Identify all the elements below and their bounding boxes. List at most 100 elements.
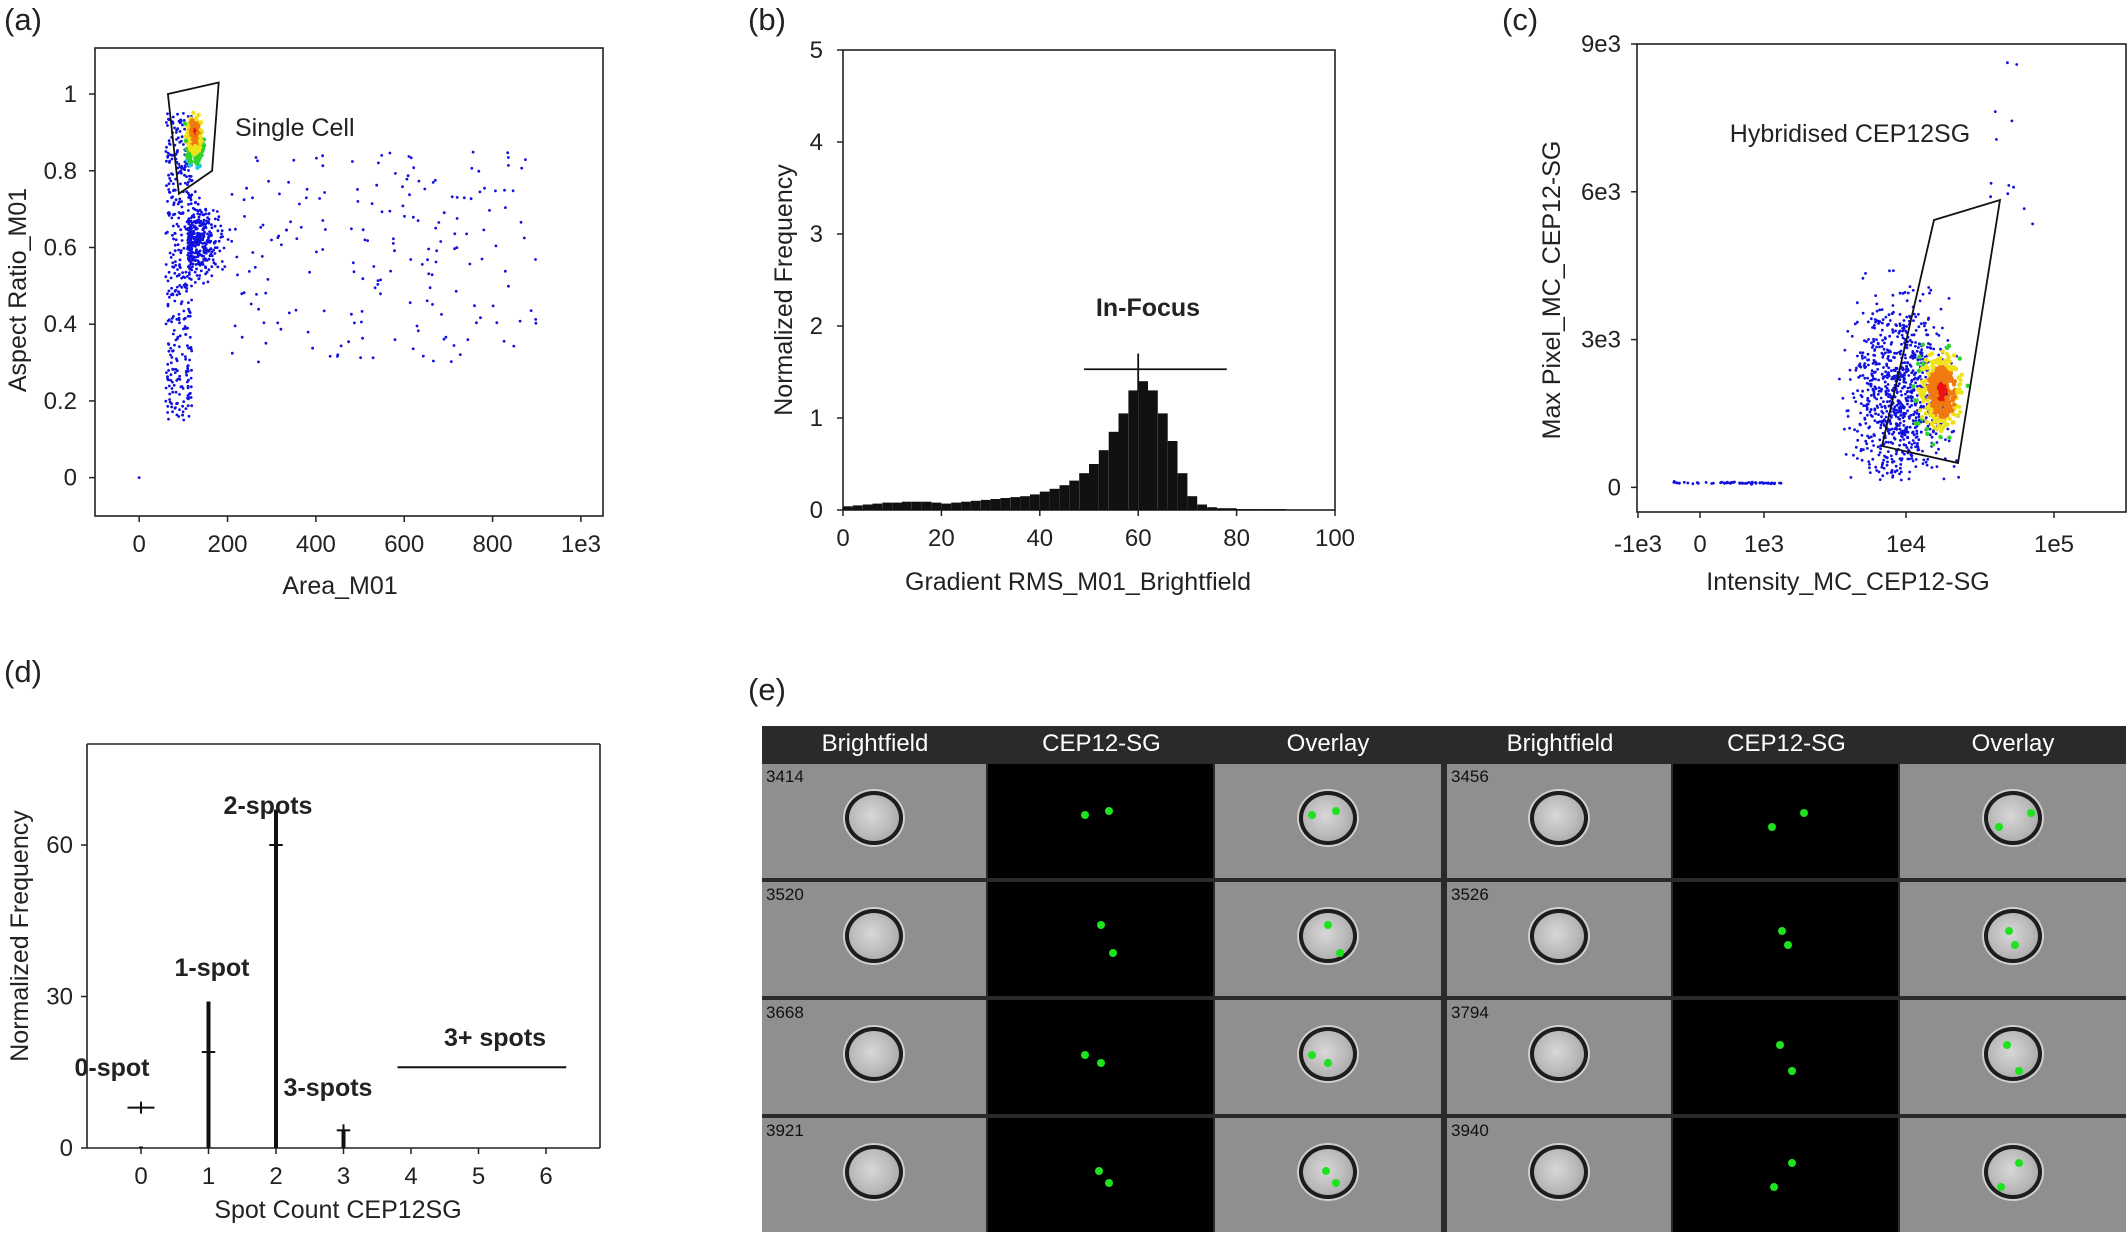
panel-c-point <box>1875 421 1879 424</box>
panel-c-point <box>1946 427 1950 431</box>
panel-c-point <box>1930 466 1934 469</box>
panel-c-point <box>1872 393 1876 397</box>
panel-c-point <box>1902 438 1906 441</box>
panel-a-point <box>174 198 178 202</box>
panel-a-point <box>393 249 396 253</box>
panel-c-point <box>1865 381 1869 385</box>
panel-c-point <box>1908 405 1912 409</box>
fluorescent-spot <box>1104 807 1113 815</box>
panel-a-point <box>173 249 177 253</box>
panel-c-density-point <box>1918 408 1923 413</box>
panel-c-point <box>1890 341 1894 344</box>
panel-c-point <box>1911 369 1915 373</box>
panel-c-point <box>1873 434 1876 437</box>
panel-a-point <box>187 169 190 172</box>
cell-id-label: 3940 <box>1451 1121 1489 1140</box>
fluorescent-spot <box>2015 1067 2023 1075</box>
panel-c-density-point <box>1934 373 1940 378</box>
panel-a-point <box>166 200 169 203</box>
panel-a-point <box>187 396 190 399</box>
panel-c-point <box>1889 471 1893 474</box>
panel-a-point <box>168 400 172 404</box>
panel-a-point <box>168 159 172 163</box>
panel-a-ytick-label: 0 <box>64 465 77 492</box>
panel-c-density-point <box>1940 349 1945 354</box>
panel-a-point <box>361 336 364 340</box>
panel-c-point <box>1912 377 1916 381</box>
panel-c-point <box>1747 481 1751 484</box>
panel-a-point <box>423 187 427 191</box>
fluorescent-spot <box>1787 1159 1796 1167</box>
panel-b-xtick-label: 40 <box>1026 525 1053 552</box>
panel-a-point <box>194 227 198 231</box>
panel-a-point <box>170 216 174 220</box>
panel-c-point <box>1865 408 1869 411</box>
panel-a-point <box>428 286 432 290</box>
panel-c-point <box>1890 457 1894 461</box>
panel-a-point <box>201 221 205 225</box>
panel-c-point <box>1891 442 1895 445</box>
cell-image <box>845 1027 903 1081</box>
brightfield-image: 3526 <box>1447 882 1671 996</box>
panel-c-density-point <box>1937 424 1942 429</box>
panel-c-point <box>1864 439 1868 443</box>
panel-c-point <box>1883 454 1886 458</box>
panel-c-point <box>1914 381 1917 385</box>
panel-a-density-point <box>193 139 198 145</box>
panel-a-point <box>321 154 324 158</box>
panel-c-point <box>1898 472 1901 476</box>
panel-a-point <box>190 404 194 408</box>
panel-c-point <box>1888 334 1891 338</box>
panel-c-point <box>1729 481 1733 484</box>
panel-c-point <box>1675 481 1679 485</box>
panel-b-bar <box>980 499 991 510</box>
panel-a-point <box>393 338 397 341</box>
panel-c-point <box>1838 377 1841 381</box>
panel-a-point <box>453 247 456 251</box>
panel-a-point <box>266 278 270 281</box>
panel-c-point <box>1887 440 1890 444</box>
cep12sg-image <box>1673 1118 1898 1232</box>
panel-a-point <box>180 286 184 289</box>
panel-a-point <box>213 246 217 250</box>
panel-a-point <box>197 215 201 219</box>
panel-c-point <box>1895 324 1898 327</box>
panel-a-point <box>480 257 484 261</box>
panel-c-point <box>1899 430 1903 434</box>
panel-a-point <box>361 277 365 281</box>
panel-a-point <box>168 153 172 157</box>
panel-c-point <box>1902 413 1906 417</box>
panel-c-density-point <box>1947 416 1952 421</box>
panel-a-point <box>503 269 507 273</box>
panel-c-point <box>1856 389 1859 393</box>
panel-c-point <box>1916 384 1919 388</box>
panel-a-point <box>193 190 197 194</box>
cell-image <box>1299 1027 1357 1081</box>
panel-a-point <box>171 253 175 256</box>
overlay-image <box>1900 1118 2126 1232</box>
panel-c-point <box>1906 386 1910 390</box>
panel-a-point <box>173 289 177 293</box>
panel-c-point <box>1886 383 1890 386</box>
panel-a-point <box>182 112 185 115</box>
panel-c-point <box>1922 405 1925 408</box>
panel-a-point <box>187 414 191 418</box>
panel-c-point <box>1913 373 1916 377</box>
panel-a-point <box>182 167 186 171</box>
panel-c-density <box>1911 342 1971 447</box>
panel-a-point <box>178 264 181 268</box>
panel-a-point <box>182 309 186 313</box>
panel-c-point <box>1932 347 1936 351</box>
panel-c-density-point <box>1944 395 1949 400</box>
panel-c-point <box>1899 463 1903 466</box>
panel-c-point <box>1880 421 1884 424</box>
panel-c-point <box>1719 481 1722 485</box>
panel-c-point <box>1878 451 1882 454</box>
panel-a-point <box>199 224 203 228</box>
panel-c-point <box>1942 477 1946 481</box>
panel-c-point <box>1850 334 1854 338</box>
panel-c-point <box>1935 441 1939 444</box>
panel-a-point <box>164 263 168 266</box>
panel-c-point <box>1871 362 1875 365</box>
panel-d-xtick-label: 0 <box>134 1163 147 1190</box>
